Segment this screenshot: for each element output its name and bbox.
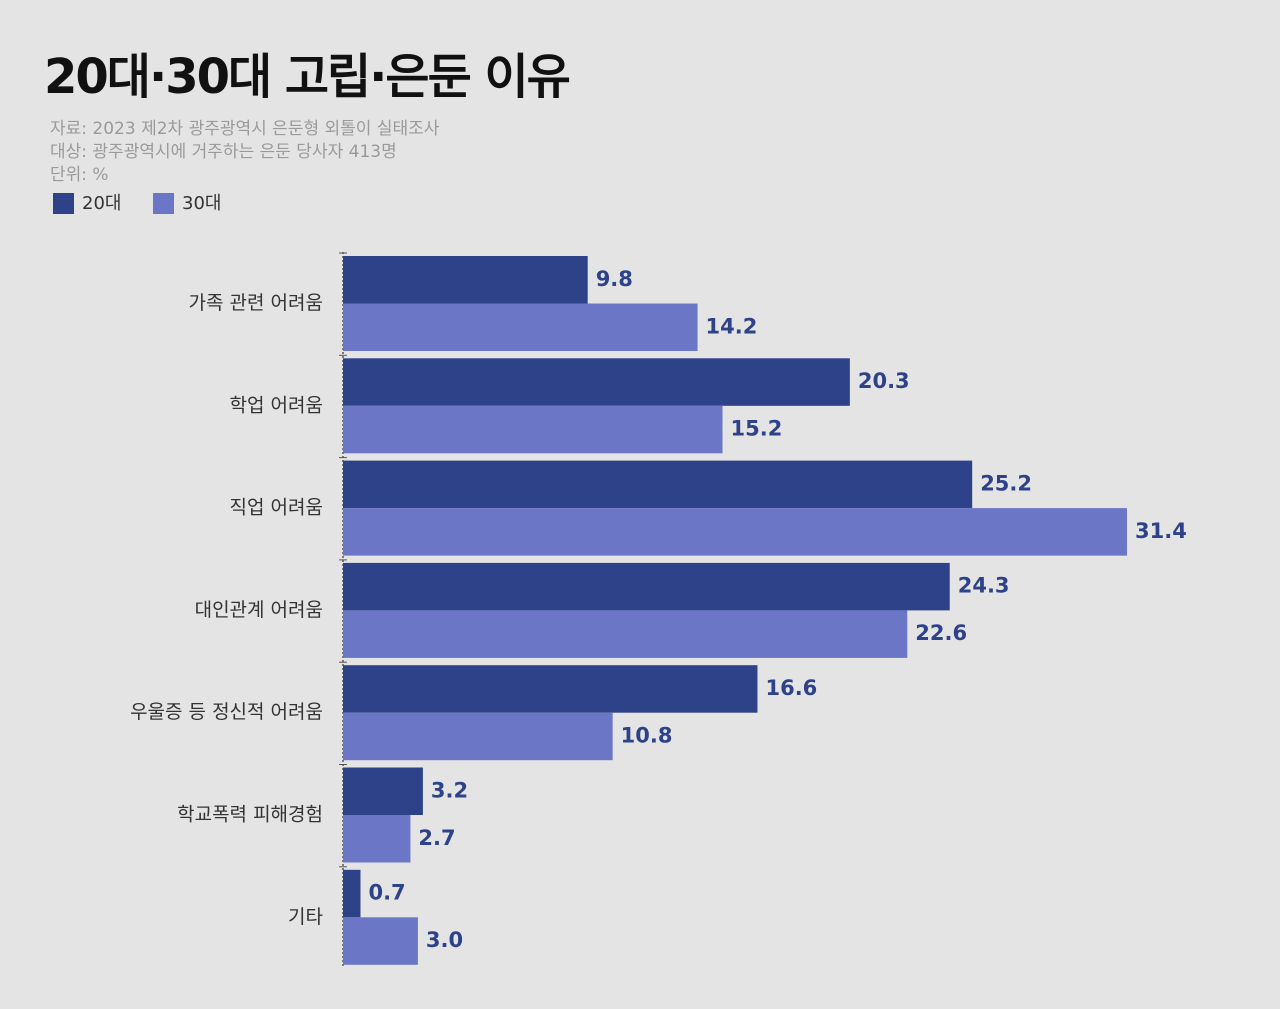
value-label: 9.8	[596, 267, 633, 291]
bar	[343, 610, 908, 658]
value-label: 15.2	[731, 417, 783, 441]
bar	[343, 767, 423, 815]
bar	[343, 917, 418, 965]
bar	[343, 562, 950, 611]
bar	[343, 869, 361, 918]
value-label: 25.2	[980, 471, 1032, 495]
value-label: 2.7	[418, 826, 455, 850]
bar	[343, 358, 850, 406]
category-label: 기타	[288, 906, 323, 928]
bar	[343, 712, 613, 761]
value-label: 14.2	[706, 314, 758, 338]
legend-swatch	[53, 193, 74, 214]
value-label: 24.3	[958, 574, 1010, 598]
legend-swatch	[153, 193, 174, 214]
value-label: 22.6	[915, 621, 967, 645]
legend-label: 30대	[182, 193, 221, 214]
bar	[343, 460, 973, 509]
value-label: 20.3	[858, 369, 910, 393]
category-label: 우울증 등 정신적 어려움	[130, 701, 323, 723]
bar	[343, 815, 411, 863]
category-label: 대인관계 어려움	[195, 599, 323, 621]
value-label: 31.4	[1135, 519, 1187, 543]
category-label: 가족 관련 어려움	[189, 292, 323, 314]
value-label: 3.0	[426, 928, 463, 952]
bar	[343, 665, 758, 713]
legend-label: 20대	[82, 193, 121, 214]
value-label: 16.6	[765, 676, 817, 700]
subtitle: 단위: %	[50, 165, 109, 185]
bar	[343, 303, 698, 351]
chart-title: 20대·30대 고립·은둔 이유	[44, 49, 570, 105]
category-label: 직업 어려움	[230, 497, 323, 519]
value-label: 10.8	[621, 723, 673, 747]
value-label: 3.2	[431, 778, 468, 802]
subtitle: 대상: 광주광역시에 거주하는 은둔 당사자 413명	[50, 142, 397, 162]
value-label: 0.7	[368, 881, 405, 905]
bar	[343, 508, 1127, 556]
category-label: 학교폭력 피해경험	[177, 804, 323, 826]
subtitle: 자료: 2023 제2차 광주광역시 은둔형 외톨이 실태조사	[50, 119, 440, 139]
category-label: 학업 어려움	[230, 394, 323, 416]
bar	[343, 405, 723, 454]
bar	[343, 256, 588, 304]
